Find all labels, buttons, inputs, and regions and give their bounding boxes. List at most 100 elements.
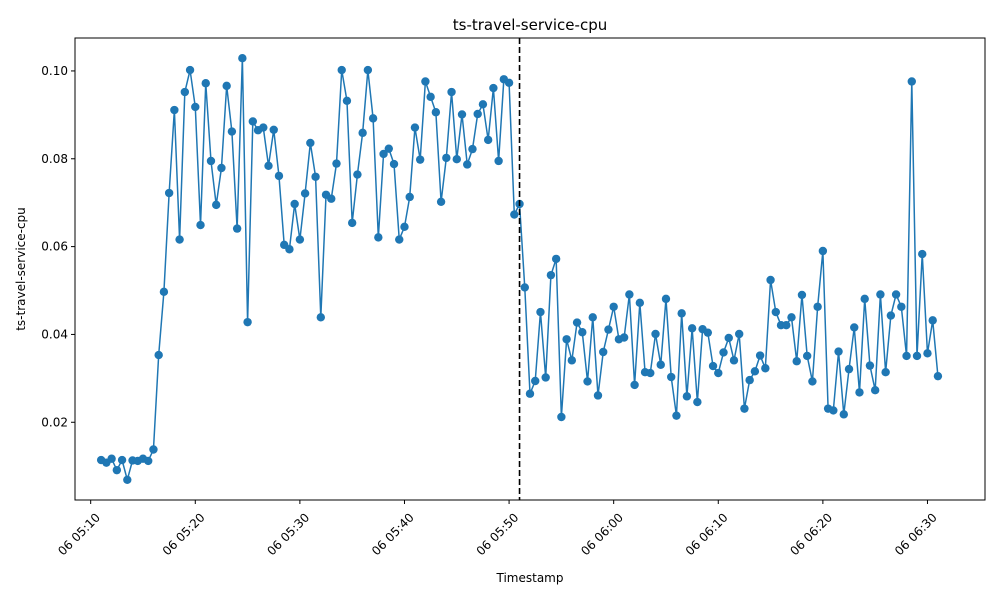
data-point xyxy=(928,316,937,325)
data-point xyxy=(353,170,362,179)
data-point xyxy=(206,156,216,166)
data-point xyxy=(316,313,325,322)
data-point xyxy=(468,144,477,154)
data-point xyxy=(520,283,529,292)
data-point xyxy=(196,220,205,230)
data-point xyxy=(290,199,299,209)
data-point xyxy=(347,218,357,228)
data-point xyxy=(708,361,718,371)
data-point xyxy=(368,114,378,123)
data-point xyxy=(541,373,550,382)
data-point xyxy=(144,456,153,466)
data-point xyxy=(259,123,268,132)
x-axis-title: Timestamp xyxy=(496,571,564,585)
data-point xyxy=(504,78,514,87)
data-point xyxy=(630,380,639,390)
data-point xyxy=(782,321,791,330)
data-point xyxy=(400,222,409,232)
data-point xyxy=(327,194,336,203)
data-point xyxy=(227,127,237,136)
data-point xyxy=(907,77,916,86)
data-point xyxy=(384,144,393,153)
data-point xyxy=(191,102,200,112)
data-point xyxy=(667,372,676,382)
data-point xyxy=(306,138,315,148)
data-point xyxy=(844,364,854,374)
data-point xyxy=(583,377,592,386)
data-point xyxy=(714,368,723,378)
data-point xyxy=(452,155,461,164)
data-point xyxy=(745,375,754,385)
x-tick-label: 06 05:10 xyxy=(55,510,103,558)
x-tick-label: 06 06:00 xyxy=(578,510,626,558)
data-point xyxy=(478,100,488,109)
data-point xyxy=(578,328,587,337)
data-point xyxy=(379,149,388,159)
data-point xyxy=(902,351,911,361)
data-point xyxy=(693,397,702,407)
data-point xyxy=(729,356,739,365)
data-point xyxy=(332,159,341,168)
data-point xyxy=(651,329,660,339)
data-point xyxy=(792,357,801,366)
data-point xyxy=(897,302,906,311)
data-point xyxy=(410,123,420,132)
data-point xyxy=(185,65,195,75)
data-point xyxy=(557,412,566,422)
y-tick-label: 0.02 xyxy=(41,415,68,429)
data-point xyxy=(646,368,655,378)
chart-title: ts-travel-service-cpu xyxy=(453,16,607,34)
data-point xyxy=(436,197,446,207)
plot-frame xyxy=(74,37,986,501)
data-point xyxy=(761,364,770,373)
data-point xyxy=(431,108,441,117)
data-point xyxy=(415,155,425,164)
data-point xyxy=(625,290,634,299)
data-point xyxy=(358,128,367,138)
data-point xyxy=(123,475,132,484)
data-point xyxy=(808,377,817,386)
data-point xyxy=(117,455,127,465)
data-point xyxy=(551,254,561,264)
data-point xyxy=(599,347,608,357)
data-point xyxy=(531,376,540,386)
data-point xyxy=(740,404,749,413)
data-point xyxy=(170,105,179,115)
y-axis-title: ts-travel-service-cpu xyxy=(14,207,28,331)
data-point xyxy=(933,371,943,381)
y-tick-label: 0.10 xyxy=(41,64,68,78)
data-point xyxy=(295,235,305,244)
data-point xyxy=(802,351,812,361)
data-point xyxy=(154,350,163,360)
data-point xyxy=(635,298,645,308)
data-point xyxy=(619,333,629,342)
data-point xyxy=(212,200,221,210)
x-tick-label: 06 05:50 xyxy=(474,510,522,558)
data-point xyxy=(159,287,169,297)
data-point xyxy=(489,83,498,93)
x-tick-label: 06 06:10 xyxy=(683,510,731,558)
data-point xyxy=(180,87,190,97)
x-tick-label: 06 05:40 xyxy=(369,510,417,558)
data-point xyxy=(771,307,780,317)
data-point xyxy=(201,79,210,88)
data-point xyxy=(881,368,890,377)
data-point xyxy=(724,333,733,343)
data-point xyxy=(766,275,775,285)
data-point xyxy=(876,290,885,299)
y-tick-label: 0.06 xyxy=(41,240,68,254)
data-point xyxy=(834,347,843,356)
data-point xyxy=(829,406,838,415)
data-point xyxy=(912,351,922,361)
data-point xyxy=(112,465,122,475)
data-point xyxy=(248,117,258,126)
x-tick-label: 06 05:30 xyxy=(264,510,312,558)
data-point xyxy=(269,125,278,134)
data-point xyxy=(473,109,482,119)
data-point xyxy=(389,159,399,169)
data-point xyxy=(337,65,346,75)
data-point xyxy=(891,290,901,299)
x-axis: 06 05:10 06 05:20 06 05:30 06 05:40 06 05:50… xyxy=(55,500,940,558)
data-point xyxy=(525,389,535,398)
